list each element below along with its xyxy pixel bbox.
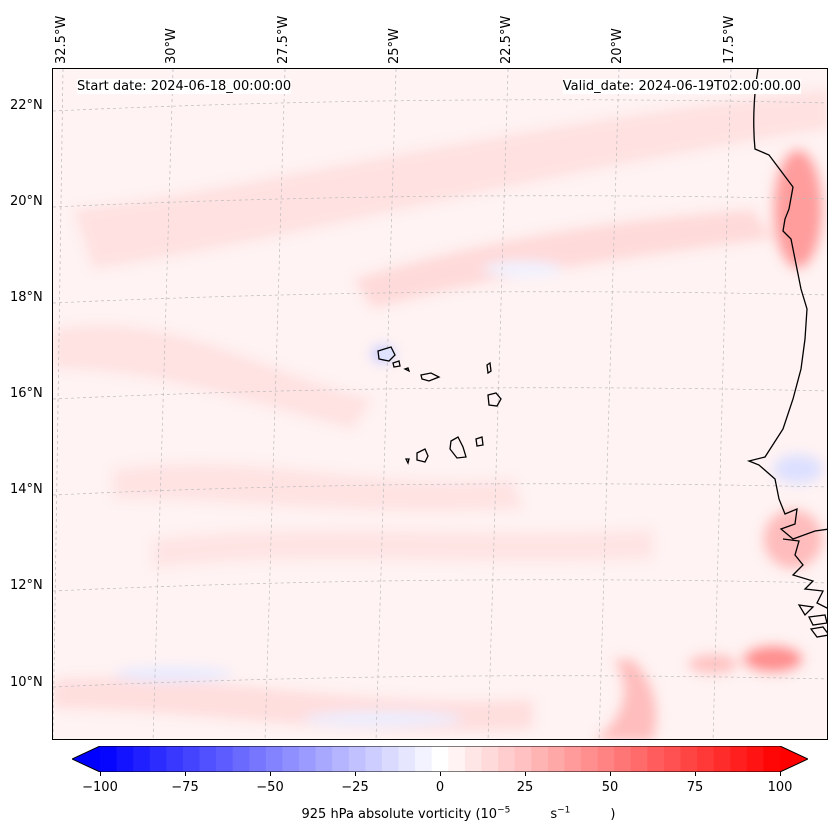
colorbar-segment xyxy=(199,746,217,772)
map-panel: Start date: 2024-06-18_00:00:00 Valid_da… xyxy=(52,68,828,740)
colorbar-min-extend xyxy=(72,746,100,772)
colorbar-segment xyxy=(415,746,433,772)
lon-label: 22.5°W xyxy=(499,15,514,64)
colorbar-tick-label: 50 xyxy=(601,780,619,795)
colorbar-tick-label: 25 xyxy=(516,780,534,795)
colorbar-segment xyxy=(365,746,383,772)
start-date-text: Start date: 2024-06-18_00:00:00 xyxy=(77,79,292,94)
colorbar-segment xyxy=(166,746,184,772)
colorbar-segment xyxy=(713,746,731,772)
colorbar-segment xyxy=(680,746,698,772)
lon-label: 27.5°W xyxy=(276,15,291,64)
colorbar-tickmark xyxy=(270,772,271,776)
colorbar-tickmark xyxy=(610,772,611,776)
colorbar-tick-label: −50 xyxy=(256,780,284,795)
valid-date-text: Valid_date: 2024-06-19T02:00:00.00 xyxy=(562,79,801,94)
colorbar-segment xyxy=(614,746,632,772)
colorbar-segment xyxy=(182,746,201,772)
africa-coastline xyxy=(746,69,827,638)
colorbar-segment xyxy=(564,746,582,772)
colorbar-segment xyxy=(630,746,648,772)
lat-label: 14°N xyxy=(10,482,43,497)
lon-label: 30°W xyxy=(164,28,179,64)
colorbar-segment xyxy=(332,746,350,772)
colorbar-label: 925 hPa absolute vorticity (10−5 s−1) xyxy=(301,806,616,823)
graticule xyxy=(53,69,827,739)
colorbar-segment xyxy=(597,746,615,772)
colorbar-tick-label: −25 xyxy=(341,780,369,795)
colorbar-segment xyxy=(348,746,366,772)
colorbar-tick-label: −75 xyxy=(171,780,199,795)
colorbar-segment xyxy=(498,746,516,772)
colorbar-tickmark xyxy=(185,772,186,776)
colorbar xyxy=(72,746,808,772)
colorbar-tick-label: −100 xyxy=(82,780,118,795)
lon-label: 20°W xyxy=(610,28,625,64)
lat-label: 10°N xyxy=(10,675,43,690)
colorbar-tick-label: 0 xyxy=(435,780,445,795)
lat-label: 16°N xyxy=(10,386,43,401)
colorbar-tick-label: 75 xyxy=(686,780,704,795)
colorbar-max-extend xyxy=(780,746,808,772)
lat-label: 20°N xyxy=(10,194,43,209)
colorbar-segment xyxy=(663,746,682,772)
colorbar-segment xyxy=(730,746,748,772)
colorbar-segment xyxy=(481,746,499,772)
colorbar-tick-label: 100 xyxy=(767,780,793,795)
lat-label: 18°N xyxy=(10,290,43,305)
colorbar-segment xyxy=(746,746,765,772)
colorbar-tickmark xyxy=(695,772,696,776)
colorbar-segment xyxy=(265,746,284,772)
colorbar-segment xyxy=(100,746,118,772)
colorbar-segment xyxy=(763,746,781,772)
colorbar-tickmark xyxy=(355,772,356,776)
colorbar-segment xyxy=(133,746,151,772)
colorbar-tickmark xyxy=(440,772,441,776)
lat-label: 22°N xyxy=(10,98,43,113)
vorticity-map xyxy=(53,69,827,739)
colorbar-segment xyxy=(381,746,400,772)
colorbar-segment xyxy=(149,746,167,772)
colorbar-segment xyxy=(299,746,317,772)
colorbar-segment xyxy=(514,746,532,772)
colorbar-segment xyxy=(116,746,134,772)
colorbar-segment xyxy=(398,746,416,772)
colorbar-segment xyxy=(282,746,300,772)
colorbar-segment xyxy=(315,746,333,772)
colorbar-segment xyxy=(448,746,466,772)
colorbar-segment xyxy=(249,746,267,772)
colorbar-segment xyxy=(547,746,565,772)
lat-label: 12°N xyxy=(10,578,43,593)
colorbar-segment xyxy=(232,746,250,772)
colorbar-segment xyxy=(697,746,715,772)
colorbar-segment xyxy=(647,746,665,772)
colorbar-segment xyxy=(431,746,449,772)
lon-label: 32.5°W xyxy=(54,15,69,64)
lon-label: 17.5°W xyxy=(722,15,737,64)
cape-verde-islands xyxy=(377,346,502,465)
colorbar-segment xyxy=(464,746,483,772)
colorbar-segment xyxy=(580,746,599,772)
lon-label: 25°W xyxy=(387,28,402,64)
colorbar-segment xyxy=(216,746,234,772)
colorbar-segment xyxy=(531,746,549,772)
colorbar-tickmark xyxy=(100,772,101,776)
colorbar-tickmark xyxy=(525,772,526,776)
vorticity-field xyxy=(53,69,827,739)
colorbar-tickmark xyxy=(780,772,781,776)
